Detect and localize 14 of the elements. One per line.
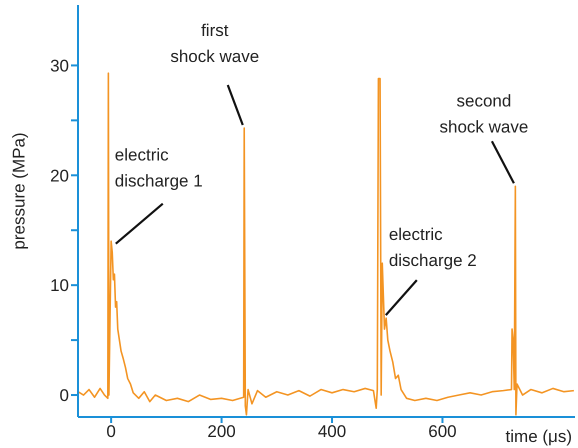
annotation: first shock wave [170, 21, 260, 66]
x-axis-title: time (μs) [506, 427, 572, 446]
x-tick-label: 400 [318, 422, 346, 442]
y-tick-label: 10 [50, 276, 69, 296]
y-axis-title: pressure (MPa) [9, 132, 28, 250]
x-tick-label: 0 [106, 422, 116, 442]
annotation: second shock wave [440, 91, 528, 136]
x-tick-label: 600 [428, 422, 457, 442]
y-tick-label: 20 [50, 166, 69, 186]
annotation: electric discharge 2 [388, 225, 477, 270]
y-tick-label: 0 [60, 386, 69, 406]
y-tick-label: 30 [50, 56, 69, 76]
x-tick-label: 200 [207, 422, 236, 442]
annotation: electric discharge 1 [114, 146, 203, 191]
